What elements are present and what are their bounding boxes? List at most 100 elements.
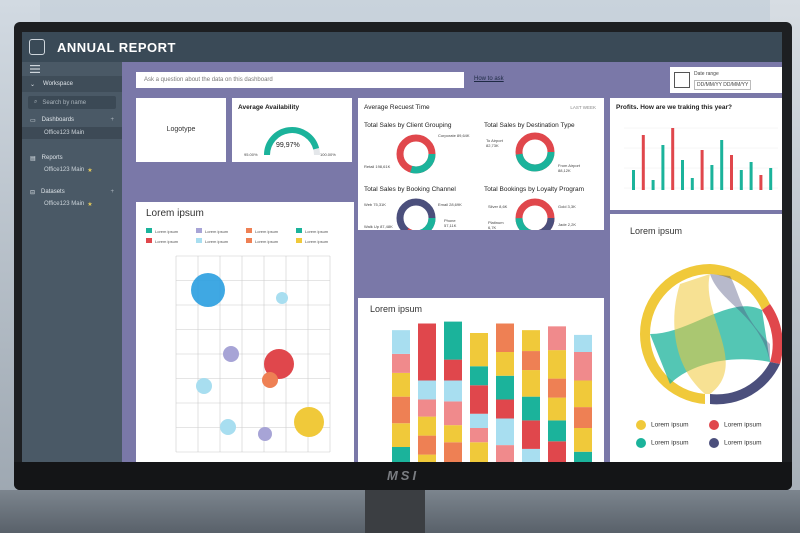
- date-range-value: DD/MM/YY DD/MM/YY: [694, 79, 752, 90]
- dashboard-icon: ▭: [30, 117, 36, 124]
- stacked-segment: [470, 385, 488, 414]
- date-range-picker[interactable]: Date range DD/MM/YY DD/MM/YY: [670, 67, 782, 93]
- stacked-segment: [522, 448, 540, 462]
- workspace-toggle[interactable]: ⌄ Workspace: [22, 76, 122, 92]
- add-dataset-icon[interactable]: +: [110, 189, 114, 195]
- sidebar-subitem-dashboard[interactable]: Office123 Main: [22, 127, 122, 139]
- date-range-label: Date range: [694, 70, 719, 77]
- stacked-segment: [392, 353, 410, 373]
- stacked-segment: [418, 399, 436, 417]
- sidebar-item-label: Datasets: [41, 189, 65, 195]
- availability-title: Average Availability: [238, 104, 300, 111]
- legend-item: Lorem ipsum: [296, 238, 346, 244]
- how-to-ask-link[interactable]: How to ask: [474, 76, 504, 82]
- legend-item: Lorem ipsum: [636, 438, 709, 448]
- profit-bar: [749, 162, 753, 190]
- stacked-segment: [418, 435, 436, 455]
- chord-panel: Lorem ipsum Lorem ipsum Lorem ipsum Lorem …: [610, 214, 782, 462]
- stacked-segment: [496, 399, 514, 419]
- stacked-segment: [496, 375, 514, 400]
- availability-gauge: [264, 127, 320, 156]
- profit-bar: [739, 170, 743, 190]
- qa-placeholder: Ask a question about the data on this da…: [144, 77, 273, 83]
- profit-bar: [661, 145, 665, 190]
- legend-label: Lorem ipsum: [651, 439, 689, 447]
- stacked-segment: [522, 396, 540, 421]
- legend-dot: [636, 420, 646, 430]
- sidebar-item-dashboards[interactable]: ▭ Dashboards +: [22, 113, 122, 127]
- legend-label: Lorem ipsum: [305, 229, 329, 234]
- monitor-stand: [365, 488, 425, 533]
- bubble: [196, 378, 212, 394]
- legend-label: Lorem ipsum: [155, 229, 179, 234]
- donut-title: Total Sales by Client Grouping: [364, 122, 452, 129]
- stacked-segment: [574, 352, 592, 381]
- chord-diagram: [639, 264, 782, 405]
- search-icon: ⌕: [34, 99, 38, 105]
- stacked-segment: [444, 380, 462, 402]
- profit-bar: [651, 180, 655, 190]
- scatter-title: Lorem ipsum: [146, 208, 204, 219]
- stacked-segment: [444, 442, 462, 462]
- profit-bar: [710, 165, 714, 190]
- dashboard-screen: ANNUAL REPORT ⌄ Workspace ⌕ Search by na…: [22, 32, 782, 462]
- legend-label: Lorem ipsum: [305, 239, 329, 244]
- profit-bar: [632, 170, 635, 190]
- stacked-segment: [418, 454, 436, 462]
- profits-panel: Profits. How are we traking this year?: [610, 98, 782, 210]
- legend-label: Lorem ipsum: [724, 421, 762, 429]
- chord-arc: [640, 264, 710, 334]
- stacked-segment: [392, 330, 410, 354]
- sidebar-item-reports[interactable]: ▤ Reports: [22, 151, 122, 165]
- profit-bar: [730, 155, 733, 190]
- sidebar-search[interactable]: ⌕ Search by name: [28, 96, 116, 109]
- legend-label: Lorem ipsum: [155, 239, 179, 244]
- stacked-segment: [444, 321, 462, 360]
- sidebar-search-placeholder: Search by name: [42, 99, 87, 106]
- qa-input[interactable]: Ask a question about the data on this da…: [136, 72, 464, 88]
- bubble: [264, 349, 294, 379]
- chord-arc: [710, 362, 780, 405]
- profit-bar: [690, 178, 694, 190]
- stacked-segment: [574, 380, 592, 408]
- gauge-min: 95.00%: [244, 152, 258, 157]
- profit-bar: [641, 135, 645, 190]
- legend-swatch: [196, 238, 202, 243]
- hamburger-icon: [30, 65, 40, 73]
- chord-arc: [639, 334, 705, 404]
- donuts-svg: [396, 132, 555, 230]
- legend-item: Lorem ipsum: [709, 420, 782, 430]
- legend-item: Lorem ipsum: [246, 228, 296, 234]
- calendar-icon: [674, 72, 690, 88]
- stacked-segment: [548, 350, 566, 379]
- stacked-segment: [392, 447, 410, 462]
- sidebar: ⌄ Workspace ⌕ Search by name ▭ Dashboard…: [22, 62, 122, 462]
- legend-label: Lorem ipsum: [205, 239, 229, 244]
- profits-title: Profits. How are we traking this year?: [616, 104, 732, 111]
- donut-label: Silver 8,6K: [488, 204, 508, 209]
- donut-label: From Airport 88,12K: [558, 163, 581, 173]
- stacked-segment: [496, 445, 514, 462]
- sidebar-subitem-report[interactable]: Office123 Main ★: [22, 165, 122, 175]
- stacked-segment: [548, 420, 566, 442]
- sidebar-subitem-label: Office123 Main: [44, 201, 85, 207]
- profit-bars: [632, 128, 773, 190]
- profit-bar: [671, 128, 675, 190]
- app-title: ANNUAL REPORT: [57, 39, 176, 55]
- menu-toggle[interactable]: [22, 62, 122, 76]
- sidebar-item-datasets[interactable]: ⊟ Datasets +: [22, 185, 122, 199]
- sidebar-subitem-dataset[interactable]: Office123 Main ★: [22, 199, 122, 209]
- stacked-segment: [522, 351, 540, 371]
- stacked-segment: [470, 428, 488, 443]
- request-time-period: LAST WEEK: [570, 105, 596, 110]
- stacked-segment: [470, 442, 488, 462]
- app-logo-icon: [29, 39, 45, 55]
- stacked-segment: [574, 451, 592, 462]
- logotype-tile: Logotype: [136, 98, 226, 162]
- availability-tile: Average Availability 99,97% 95.00% 100.0…: [232, 98, 352, 162]
- profit-bar: [720, 140, 724, 190]
- stacked-segment: [574, 428, 592, 452]
- add-dashboard-icon[interactable]: +: [110, 117, 114, 123]
- bubble: [191, 273, 225, 307]
- availability-value: 99,97%: [276, 142, 300, 149]
